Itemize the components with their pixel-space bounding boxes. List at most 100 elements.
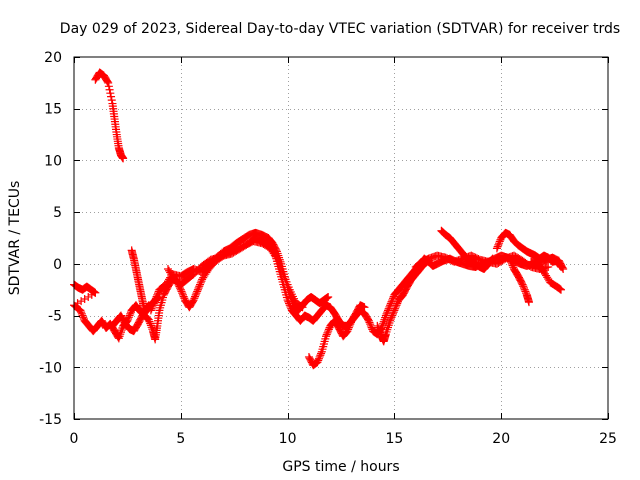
- x-tick-label: 25: [599, 431, 617, 447]
- data-point-marker: [521, 287, 530, 296]
- data-point-marker: [196, 280, 205, 289]
- x-tick-label: 5: [176, 431, 185, 447]
- data-point-marker: [373, 321, 382, 330]
- data-point-marker: [77, 308, 86, 317]
- data-point-marker: [191, 290, 200, 299]
- data-point-marker: [360, 303, 369, 312]
- data-point-marker: [492, 244, 501, 253]
- data-point-marker: [107, 96, 116, 105]
- data-point-marker: [519, 282, 528, 291]
- data-point-marker: [374, 325, 383, 334]
- data-point-marker: [124, 313, 133, 322]
- data-point-marker: [195, 282, 204, 291]
- data-point-marker: [146, 319, 155, 328]
- data-point-marker: [191, 292, 200, 301]
- y-tick-label: -10: [39, 360, 62, 376]
- data-point-marker: [125, 311, 134, 320]
- data-point-marker: [106, 89, 115, 98]
- data-point-marker: [544, 262, 553, 271]
- data-point-marker: [322, 332, 331, 341]
- data-point-marker: [388, 311, 397, 320]
- data-point-marker: [193, 285, 202, 294]
- data-point-marker: [314, 356, 323, 365]
- data-markers: [70, 68, 568, 370]
- y-tick-label: -15: [39, 412, 62, 428]
- data-point-marker: [365, 318, 374, 327]
- series-trace-tail-21: [505, 254, 533, 307]
- data-point-marker: [178, 290, 187, 299]
- data-point-marker: [178, 289, 187, 298]
- data-point-marker: [366, 320, 375, 329]
- data-point-marker: [124, 315, 133, 324]
- data-point-marker: [315, 352, 324, 361]
- data-point-marker: [386, 315, 395, 324]
- data-point-marker: [507, 259, 516, 268]
- data-point-marker: [324, 292, 333, 301]
- data-point-marker: [495, 239, 504, 248]
- data-point-marker: [189, 296, 198, 305]
- y-tick-label: 20: [44, 50, 62, 66]
- x-tick-label: 10: [279, 431, 297, 447]
- data-point-marker: [177, 287, 186, 296]
- data-point-marker: [79, 313, 88, 322]
- data-point-marker: [390, 306, 399, 315]
- x-tick-label: 20: [492, 431, 510, 447]
- data-point-marker: [147, 323, 156, 332]
- data-point-marker: [391, 302, 400, 311]
- data-point-marker: [343, 327, 352, 336]
- data-point-marker: [148, 325, 157, 334]
- data-point-marker: [519, 283, 528, 292]
- data-point-marker: [103, 77, 112, 86]
- x-axis-label: GPS time / hours: [282, 459, 399, 475]
- data-point-marker: [322, 330, 331, 339]
- axis-ticks: 0 5 10 15 20 25 -15 -10 -5 0 5 10 15 20: [39, 50, 617, 447]
- data-point-marker: [317, 349, 326, 358]
- data-point-marker: [376, 328, 385, 337]
- data-point-marker: [524, 298, 533, 307]
- data-point-marker: [494, 240, 503, 249]
- data-point-marker: [388, 309, 397, 318]
- y-tick-label: 15: [44, 102, 62, 118]
- data-point-marker: [298, 303, 307, 312]
- plot-frame: [73, 56, 609, 420]
- data-point-marker: [105, 85, 114, 94]
- data-point-marker: [104, 78, 113, 87]
- data-point-marker: [346, 320, 355, 329]
- data-point-marker: [313, 358, 322, 367]
- data-point-marker: [76, 306, 85, 315]
- data-point-marker: [271, 252, 280, 261]
- data-point-marker: [393, 299, 402, 308]
- chart-title: Day 029 of 2023, Sidereal Day-to-day VTE…: [60, 21, 620, 37]
- y-tick-label: -5: [48, 309, 62, 325]
- series-trace-dip-11: [304, 301, 369, 370]
- data-point-marker: [391, 304, 400, 313]
- data-point-marker: [323, 328, 332, 337]
- data-point-marker: [324, 325, 333, 334]
- data-point-marker: [374, 323, 383, 332]
- data-point-marker: [126, 309, 135, 318]
- data-point-marker: [145, 317, 154, 326]
- data-point-marker: [119, 154, 128, 163]
- data-point-marker: [194, 283, 203, 292]
- data-point-marker: [107, 92, 116, 101]
- data-point-marker: [386, 316, 395, 325]
- data-point-marker: [192, 289, 201, 298]
- x-tick-label: 0: [70, 431, 79, 447]
- y-tick-label: 10: [44, 153, 62, 169]
- data-point-marker: [392, 301, 401, 310]
- data-point-marker: [518, 280, 527, 289]
- series-trace-mid-b: [163, 237, 307, 312]
- series-trace-high-peak: [91, 68, 128, 163]
- data-point-marker: [495, 237, 504, 246]
- data-point-marker: [389, 308, 398, 317]
- data-point-marker: [297, 302, 306, 311]
- data-point-marker: [197, 277, 206, 286]
- data-point-marker: [179, 292, 188, 301]
- data-point-marker: [375, 327, 384, 336]
- y-axis-label: SDTVAR / TECUs: [7, 181, 23, 296]
- data-point-marker: [557, 262, 566, 271]
- data-point-marker: [493, 242, 502, 251]
- data-point-marker: [344, 325, 353, 334]
- data-point-marker: [190, 294, 199, 303]
